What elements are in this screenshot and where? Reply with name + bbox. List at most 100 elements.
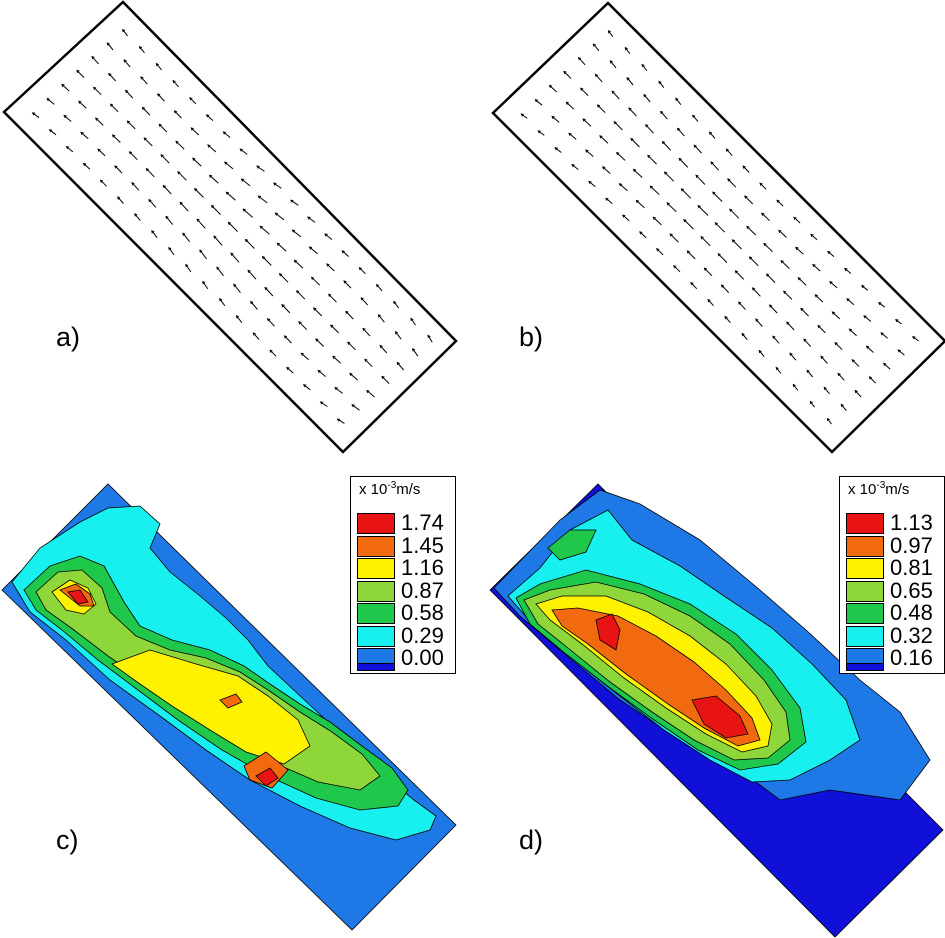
vector-arrowhead xyxy=(328,293,332,297)
vector-arrow xyxy=(117,196,124,204)
vector-arrowhead xyxy=(865,345,870,349)
legend-c: x 10-3m/s 1.74 1.45 1.16 0.87 0.58 0.29 0.00 xyxy=(350,476,456,674)
vector-arrowhead xyxy=(700,236,704,240)
vector-arrowhead xyxy=(93,86,97,90)
vector-arrowhead xyxy=(230,252,234,256)
vector-arrow xyxy=(307,216,316,223)
vector-arrow xyxy=(827,251,835,257)
vector-arrowhead xyxy=(377,314,381,318)
vector-arrow xyxy=(284,335,292,344)
vector-arrow xyxy=(129,151,138,161)
vector-arrowhead xyxy=(599,135,603,139)
vector-arrowhead xyxy=(283,335,288,339)
legend-d-swatch xyxy=(846,625,884,647)
vector-arrow xyxy=(669,233,679,243)
vector-arrowhead xyxy=(290,199,294,203)
vector-arrowhead xyxy=(759,182,763,186)
vector-arrowhead xyxy=(848,328,853,332)
vector-arrow xyxy=(664,171,675,182)
vector-arrowhead xyxy=(742,165,746,169)
vector-arrowhead xyxy=(343,280,347,284)
legend-d-entry: 0.32 xyxy=(846,623,938,648)
vector-arrow xyxy=(224,161,234,170)
vector-arrow xyxy=(692,114,699,122)
legend-c-swatch xyxy=(357,535,395,557)
vector-arrow xyxy=(775,367,782,374)
vector-arrowhead xyxy=(741,332,745,337)
vector-arrow xyxy=(196,218,206,229)
vector-arrowhead xyxy=(763,242,767,247)
vector-arrow xyxy=(122,29,128,37)
vector-arrow xyxy=(551,116,560,123)
vector-arrowhead xyxy=(190,127,194,131)
vector-arrowhead xyxy=(594,73,598,78)
vector-arrow xyxy=(309,246,318,255)
vector-arrowhead xyxy=(703,267,708,271)
vector-arrow xyxy=(681,188,692,199)
vector-arrowhead xyxy=(46,97,50,102)
legend-c-entry: 0.29 xyxy=(357,623,449,648)
vector-arrowhead xyxy=(897,349,901,353)
vector-arrowhead xyxy=(797,277,801,281)
vector-arrow xyxy=(328,293,337,303)
vector-arrowhead xyxy=(669,233,673,237)
legend-d-entry: 0.48 xyxy=(846,600,938,625)
vector-arrow xyxy=(578,57,586,66)
vector-arrow xyxy=(534,99,543,106)
vector-arrowhead xyxy=(106,42,110,46)
vector-arrowhead xyxy=(324,233,328,237)
vector-arrow xyxy=(724,316,731,324)
vector-arrowhead xyxy=(675,97,679,101)
vector-arrowhead xyxy=(266,317,271,322)
vector-arrowhead xyxy=(880,332,884,336)
vector-arrowhead xyxy=(772,335,776,339)
vector-arrowhead xyxy=(165,215,169,219)
vector-arrowhead xyxy=(683,218,687,223)
legend-d-value: 0.65 xyxy=(890,577,933,603)
vector-arrowhead xyxy=(844,267,848,272)
vector-arrow xyxy=(863,315,872,322)
vector-arrow xyxy=(108,73,117,82)
vector-arrow xyxy=(194,188,204,198)
vector-arrowhead xyxy=(712,191,716,195)
vector-arrowhead xyxy=(315,338,319,342)
vector-arrow xyxy=(840,404,847,412)
contour-map-c xyxy=(1,483,457,931)
vector-arrow xyxy=(769,304,778,314)
vector-arrow xyxy=(814,294,824,303)
vector-arrow xyxy=(869,376,877,384)
vector-arrowhead xyxy=(291,229,296,233)
vector-arrow xyxy=(912,336,919,342)
vector-arrow xyxy=(633,169,643,178)
vector-arrow xyxy=(412,348,419,357)
vector-arrowhead xyxy=(758,349,762,354)
vector-arrow xyxy=(376,284,383,292)
vector-arrowhead xyxy=(158,123,162,127)
vector-arrow xyxy=(686,250,696,260)
vector-arrowhead xyxy=(80,131,84,135)
vector-arrow xyxy=(347,341,356,351)
vector-arrow xyxy=(755,318,763,327)
legend-d-entry: 0.81 xyxy=(846,555,938,580)
vector-arrow xyxy=(639,231,647,239)
vector-arrowhead xyxy=(111,134,116,138)
vector-arrowhead xyxy=(710,161,714,165)
vector-arrowhead xyxy=(213,235,217,239)
vector-arrowhead xyxy=(151,229,155,234)
legend-c-bottom-swatch xyxy=(357,662,395,671)
vector-arrow xyxy=(143,137,153,147)
legend-c-swatch xyxy=(357,558,395,579)
vector-arrow xyxy=(233,283,241,294)
vector-arrow xyxy=(595,74,603,83)
vector-arrowhead xyxy=(690,281,694,286)
vector-arrowhead xyxy=(639,231,643,235)
vector-arrow xyxy=(761,212,770,222)
vector-arrow xyxy=(139,46,145,54)
vector-arrowhead xyxy=(622,214,626,218)
vector-arrowhead xyxy=(645,124,649,128)
contour-c-1.16 xyxy=(51,579,311,765)
vector-arrow xyxy=(763,243,773,253)
vector-arrowhead xyxy=(714,222,718,226)
vector-arrow xyxy=(565,101,575,110)
vector-arrow xyxy=(97,148,106,157)
